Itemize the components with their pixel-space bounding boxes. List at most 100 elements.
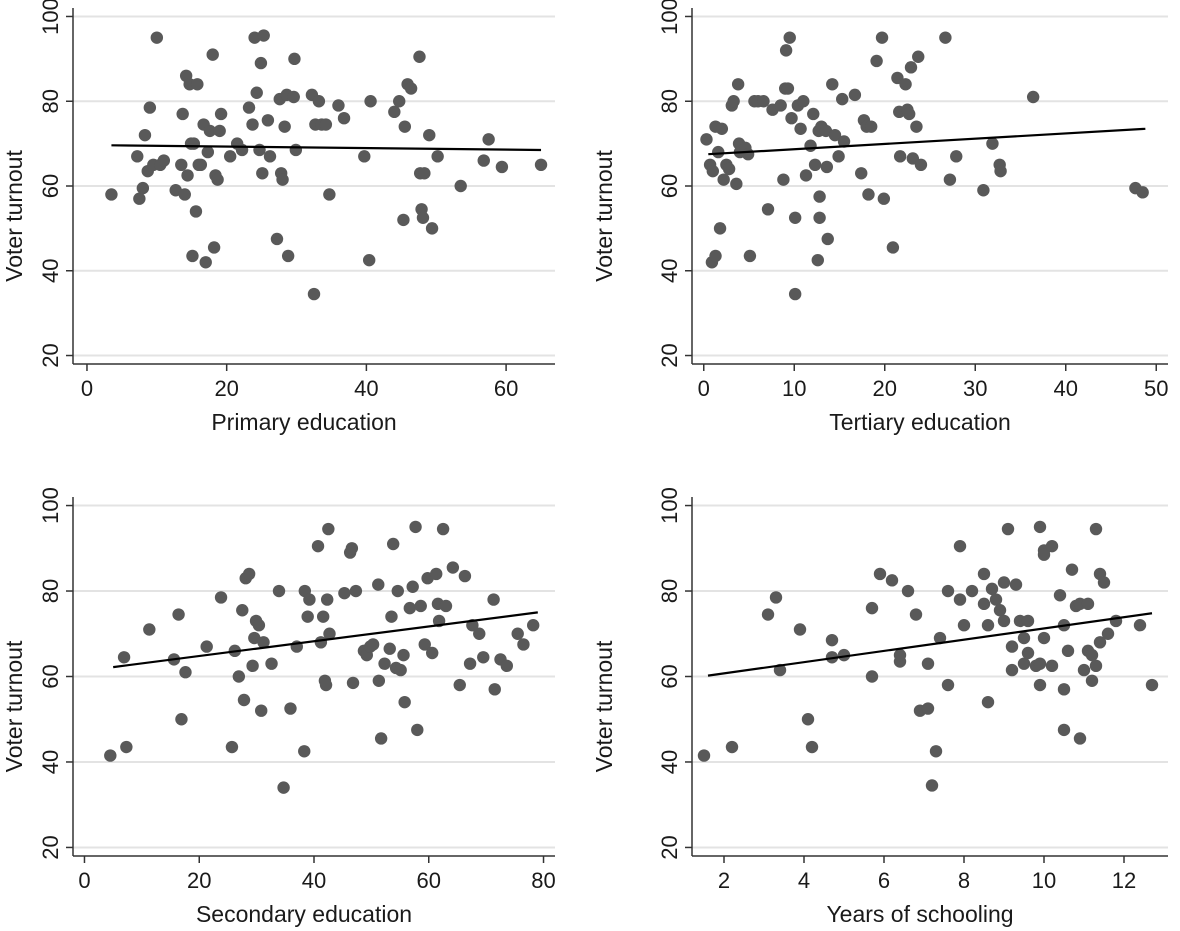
data-point xyxy=(263,150,277,163)
data-point xyxy=(406,580,419,593)
data-point xyxy=(411,723,424,737)
data-point xyxy=(1033,657,1047,670)
y-axis-title: Voter turnout xyxy=(1,640,27,772)
data-point xyxy=(199,256,212,269)
x-tick-label: 6 xyxy=(878,868,890,893)
data-point xyxy=(1021,614,1035,628)
data-point xyxy=(372,578,385,591)
data-point xyxy=(133,192,146,205)
data-point xyxy=(534,158,548,172)
y-tick-label: 40 xyxy=(657,750,682,774)
data-point xyxy=(409,520,422,534)
x-tick-label: 0 xyxy=(81,376,93,401)
y-tick-label: 60 xyxy=(38,174,63,198)
fit-line xyxy=(113,611,538,669)
data-point xyxy=(777,173,790,186)
data-point xyxy=(338,586,351,600)
data-point xyxy=(804,139,817,152)
x-axis-title: Secondary education xyxy=(196,901,412,927)
data-point xyxy=(276,173,289,186)
data-point xyxy=(1005,663,1019,677)
x-tick-label: 20 xyxy=(187,868,211,893)
data-point xyxy=(731,78,745,91)
data-point xyxy=(1089,659,1103,673)
data-point xyxy=(1033,520,1047,534)
data-point xyxy=(431,150,444,163)
data-point xyxy=(477,154,490,167)
y-axis-title: Voter turnout xyxy=(591,640,617,772)
data-point xyxy=(1065,563,1079,576)
data-point xyxy=(783,31,796,44)
x-tick-label: 20 xyxy=(214,376,238,401)
y-axis-title: Voter turnout xyxy=(591,150,617,282)
data-point xyxy=(865,670,879,683)
y-tick-label: 40 xyxy=(38,750,63,774)
data-point xyxy=(319,678,333,692)
data-point xyxy=(1005,640,1019,653)
data-point xyxy=(178,188,191,201)
data-point xyxy=(820,160,834,174)
data-point xyxy=(500,659,513,673)
data-point xyxy=(741,148,755,161)
chart-years-of-schooling: 2 4 6 8 10 12 20 40 60 80 100 Years of schooling Vot… xyxy=(590,466,1180,931)
y-tick-label: 60 xyxy=(657,664,682,688)
x-tick-label: 60 xyxy=(417,868,441,893)
data-point xyxy=(1081,597,1095,611)
data-point xyxy=(430,567,443,581)
data-point xyxy=(977,597,991,611)
data-point xyxy=(211,173,224,186)
data-point xyxy=(1136,186,1149,199)
data-point xyxy=(986,137,999,150)
data-point xyxy=(453,678,466,692)
data-point xyxy=(246,659,259,673)
data-point xyxy=(837,135,851,148)
data-point xyxy=(253,143,266,157)
data-point xyxy=(242,101,256,114)
data-point xyxy=(757,95,770,108)
scatter-plot-svg: 0 20 40 60 20 40 60 80 100 Primary education Voter… xyxy=(1,0,555,435)
fit-line xyxy=(707,612,1153,677)
data-point xyxy=(993,604,1007,617)
data-point xyxy=(989,593,1003,606)
data-point xyxy=(730,177,743,191)
data-point xyxy=(414,599,427,613)
data-point xyxy=(426,646,439,660)
data-point xyxy=(143,101,157,114)
data-point xyxy=(821,232,834,246)
data-point xyxy=(398,120,412,133)
data-point xyxy=(836,92,849,106)
data-point xyxy=(157,154,171,167)
data-point xyxy=(713,222,727,235)
data-point xyxy=(439,599,453,613)
data-point xyxy=(722,162,736,176)
data-point xyxy=(725,740,739,754)
data-point xyxy=(385,610,398,623)
data-point xyxy=(921,657,935,670)
data-point xyxy=(848,88,862,102)
x-tick-label: 40 xyxy=(302,868,326,893)
data-point xyxy=(207,241,221,254)
y-tick-label: 60 xyxy=(38,664,63,688)
data-point xyxy=(391,584,404,598)
data-point xyxy=(349,584,363,598)
data-point xyxy=(1045,539,1059,553)
x-axis-title: Primary education xyxy=(211,409,396,435)
data-point xyxy=(201,145,215,159)
data-point xyxy=(994,164,1007,178)
data-point xyxy=(977,184,990,197)
x-tick-label: 8 xyxy=(958,868,970,893)
data-point xyxy=(189,205,203,218)
data-point xyxy=(301,610,314,623)
data-point xyxy=(366,638,380,651)
data-point xyxy=(899,78,912,91)
data-point xyxy=(272,584,286,598)
y-tick-label: 40 xyxy=(657,259,682,283)
data-point xyxy=(511,627,524,640)
data-point xyxy=(488,683,501,696)
x-tick-label: 10 xyxy=(1032,868,1056,893)
data-point xyxy=(175,158,188,172)
data-point xyxy=(176,107,189,121)
x-tick-label: 50 xyxy=(1144,376,1168,401)
data-point xyxy=(104,749,117,762)
data-point xyxy=(463,657,477,670)
